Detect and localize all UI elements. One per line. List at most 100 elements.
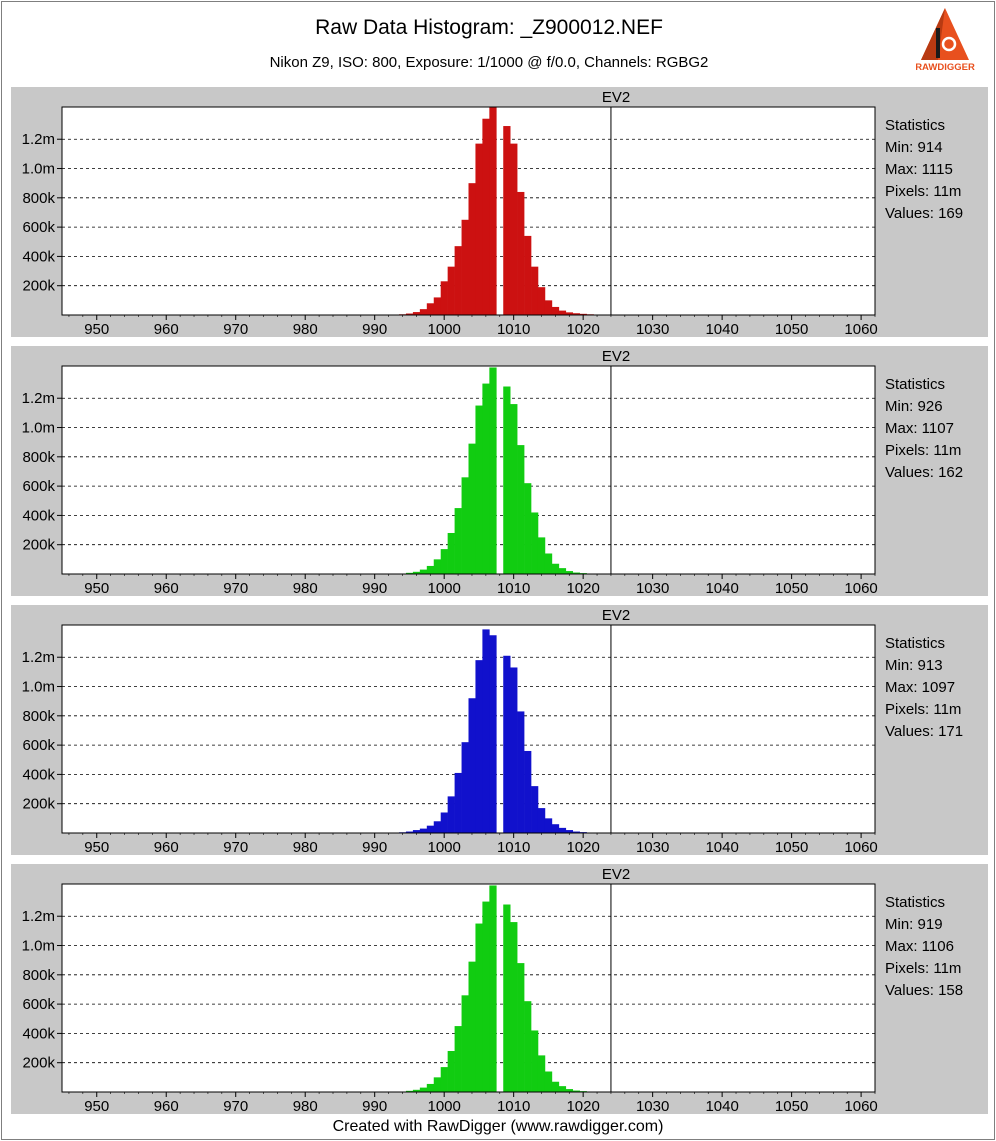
- y-tick-label: 600k: [22, 996, 55, 1013]
- statistics-heading: Statistics: [885, 117, 946, 134]
- histogram-bar: [405, 1090, 414, 1092]
- histogram-chart-red: 200k 400k 600k 800k 1.0m 1.2m 950 960 970 980 990 1…: [22, 106, 878, 337]
- histogram-bar: [447, 266, 455, 315]
- x-tick-label: 1040: [705, 580, 738, 596]
- histogram-bar: [447, 1050, 455, 1092]
- histogram-bar: [433, 821, 442, 833]
- x-tick-label: 980: [293, 321, 318, 337]
- histogram-bar: [475, 660, 483, 833]
- histogram-panel-green2: EV2 200k 400k 600k 800k 1.0m 1.2m 950 960 970 980…: [11, 864, 988, 1114]
- plot-border: [61, 624, 876, 834]
- histogram-bar: [461, 995, 469, 1092]
- histogram-bar: [510, 922, 518, 1092]
- histogram-bar: [426, 303, 435, 315]
- histogram-bar: [544, 1071, 553, 1092]
- histogram-bar: [412, 830, 421, 833]
- histogram-bar: [572, 831, 580, 833]
- histogram-bar: [419, 569, 428, 574]
- x-tick-label: 970: [223, 839, 248, 855]
- histogram-panel-red: EV2 200k 400k 600k 800k 1.0m 1.2m 950 960 970 980…: [11, 87, 988, 337]
- y-tick-label: 800k: [22, 190, 55, 207]
- histogram-bar: [503, 386, 511, 574]
- histogram-bar: [544, 553, 553, 574]
- x-tick-label: 1050: [775, 321, 808, 337]
- histogram-bar: [468, 183, 476, 315]
- statistics-box: Statistics Min: 919 Max: 1106 Pixels: 11…: [885, 892, 963, 1002]
- logo-ring: [941, 36, 957, 52]
- histogram-bar: [524, 235, 532, 315]
- histogram-bar: [440, 281, 448, 315]
- x-tick-label: 1020: [566, 839, 599, 855]
- statistics-values: Values: 158: [885, 982, 964, 999]
- histogram-bar: [489, 885, 497, 1092]
- x-tick-label: 1000: [427, 839, 460, 855]
- histogram-bar: [426, 565, 435, 574]
- histogram-bar: [517, 445, 525, 574]
- histogram-bar: [565, 1089, 574, 1092]
- x-tick-label: 960: [154, 1098, 179, 1114]
- histogram-bar: [419, 1087, 428, 1092]
- statistics-min: Min: 926: [885, 398, 943, 415]
- statistics-pixels: Pixels: 11m: [885, 183, 962, 200]
- x-tick-label: 1040: [705, 839, 738, 855]
- statistics-box: Statistics Min: 913 Max: 1097 Pixels: 11…: [885, 633, 963, 743]
- y-tick-label: 1.0m: [22, 161, 55, 178]
- x-tick-label: 1020: [566, 1098, 599, 1114]
- y-tick-label: 1.0m: [22, 938, 55, 955]
- histogram-bar: [524, 750, 532, 833]
- x-tick-label: 980: [293, 1098, 318, 1114]
- x-tick-label: 1060: [844, 321, 877, 337]
- histogram-bar: [558, 310, 567, 315]
- histogram-bar: [572, 1090, 580, 1092]
- x-tick-label: 970: [223, 580, 248, 596]
- histogram-bar: [454, 246, 462, 315]
- histogram-bar: [510, 404, 518, 574]
- histogram-bar: [440, 549, 448, 574]
- panel-ev-label: EV2: [601, 348, 631, 365]
- histogram-bar: [551, 824, 560, 833]
- x-tick-label: 990: [362, 321, 387, 337]
- histogram-bar: [482, 383, 490, 574]
- y-tick-label: 400k: [22, 507, 55, 524]
- statistics-max: Max: 1107: [885, 420, 954, 437]
- x-tick-label: 960: [154, 580, 179, 596]
- histogram-chart-green: 200k 400k 600k 800k 1.0m 1.2m 950 960 970 980 990 1…: [22, 365, 878, 596]
- histogram-bar: [558, 568, 567, 574]
- histogram-bar: [475, 143, 483, 315]
- histogram-bar: [454, 1026, 462, 1092]
- y-tick-label: 600k: [22, 478, 55, 495]
- plot-border: [61, 883, 876, 1093]
- histogram-bar: [503, 904, 511, 1092]
- statistics-box: Statistics Min: 914 Max: 1115 Pixels: 11…: [885, 115, 963, 225]
- x-tick-label: 1040: [705, 321, 738, 337]
- y-tick-label: 800k: [22, 967, 55, 984]
- histogram-bar: [461, 742, 469, 833]
- x-tick-label: 1030: [636, 321, 669, 337]
- panel-ev-label: EV2: [601, 866, 631, 883]
- x-tick-label: 980: [293, 580, 318, 596]
- histogram-bar: [517, 963, 525, 1092]
- y-tick-label: 1.2m: [22, 908, 55, 925]
- statistics-max: Max: 1106: [885, 938, 954, 955]
- histogram-bar: [475, 405, 483, 574]
- statistics-pixels: Pixels: 11m: [885, 960, 962, 977]
- histogram-chart-blue: 200k 400k 600k 800k 1.0m 1.2m 950 960 970 980 990 1…: [22, 624, 878, 855]
- footer-credit: Created with RawDigger (www.rawdigger.co…: [332, 1118, 664, 1135]
- histogram-bar: [461, 477, 469, 574]
- x-tick-label: 1030: [636, 580, 669, 596]
- statistics-heading: Statistics: [885, 376, 946, 393]
- histogram-bar: [537, 537, 546, 574]
- statistics-min: Min: 919: [885, 916, 943, 933]
- page-subtitle: Nikon Z9, ISO: 800, Exposure: 1/1000 @ f…: [269, 54, 709, 71]
- x-tick-label: 970: [223, 1098, 248, 1114]
- histogram-chart-green2: 200k 400k 600k 800k 1.0m 1.2m 950 960 970 980 990 1…: [22, 883, 878, 1114]
- x-tick-label: 1020: [566, 580, 599, 596]
- page-title: Raw Data Histogram: _Z900012.NEF: [315, 16, 663, 39]
- histogram-bar: [565, 830, 574, 833]
- histogram-bar: [489, 367, 497, 574]
- plot-border: [61, 106, 876, 316]
- histogram-bar: [517, 711, 525, 833]
- histogram-bar: [433, 559, 442, 574]
- histogram-bar: [565, 571, 574, 574]
